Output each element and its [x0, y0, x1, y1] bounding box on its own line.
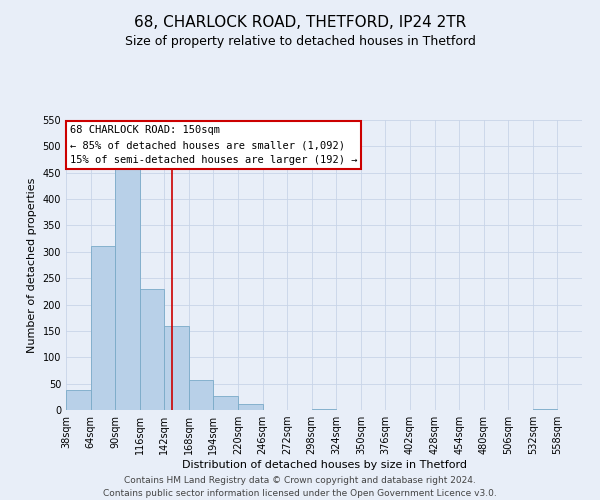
- Y-axis label: Number of detached properties: Number of detached properties: [27, 178, 37, 352]
- Text: Contains HM Land Registry data © Crown copyright and database right 2024.
Contai: Contains HM Land Registry data © Crown c…: [103, 476, 497, 498]
- Bar: [238, 404, 263, 410]
- Bar: [164, 326, 189, 410]
- Bar: [115, 169, 140, 410]
- Bar: [66, 390, 91, 410]
- Bar: [189, 380, 214, 410]
- X-axis label: Distribution of detached houses by size in Thetford: Distribution of detached houses by size …: [182, 460, 467, 470]
- Text: 68 CHARLOCK ROAD: 150sqm
← 85% of detached houses are smaller (1,092)
15% of sem: 68 CHARLOCK ROAD: 150sqm ← 85% of detach…: [70, 126, 357, 165]
- Bar: [533, 409, 557, 410]
- Bar: [140, 290, 164, 410]
- Bar: [312, 409, 336, 410]
- Text: Size of property relative to detached houses in Thetford: Size of property relative to detached ho…: [125, 35, 475, 48]
- Bar: [214, 396, 238, 410]
- Text: 68, CHARLOCK ROAD, THETFORD, IP24 2TR: 68, CHARLOCK ROAD, THETFORD, IP24 2TR: [134, 15, 466, 30]
- Bar: [91, 246, 115, 410]
